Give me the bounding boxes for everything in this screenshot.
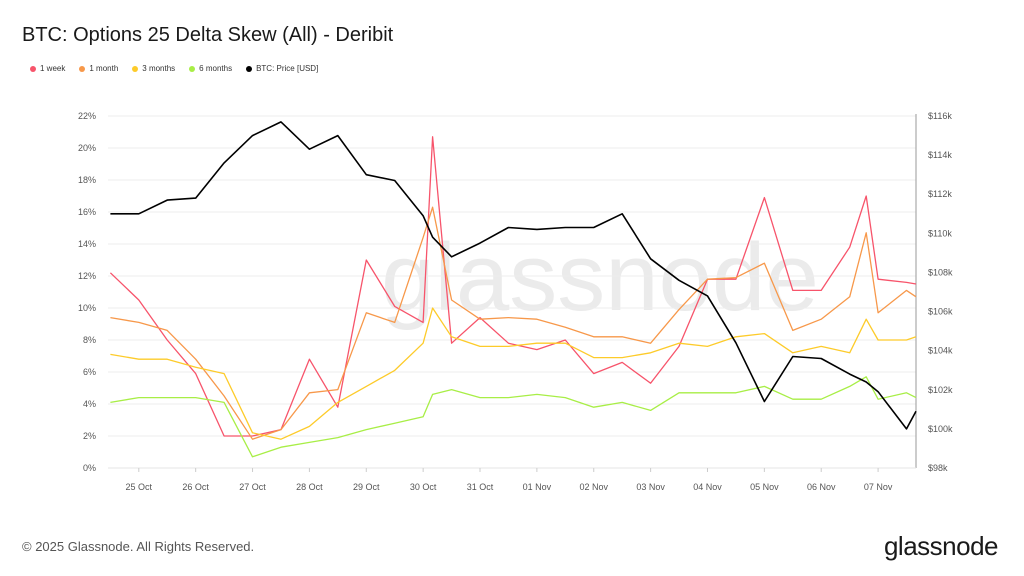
x-tick-label: 29 Oct bbox=[353, 482, 380, 492]
x-tick-label: 01 Nov bbox=[523, 482, 552, 492]
glassnode-logo: glassnode bbox=[883, 531, 999, 561]
legend-item[interactable]: 1 month bbox=[79, 64, 118, 73]
y-left-tick-label: 20% bbox=[78, 143, 96, 153]
x-tick-label: 03 Nov bbox=[636, 482, 665, 492]
y-left-tick-label: 22% bbox=[78, 111, 96, 121]
x-tick-label: 28 Oct bbox=[296, 482, 323, 492]
legend-label: 6 months bbox=[199, 64, 233, 73]
legend-item[interactable]: 3 months bbox=[132, 64, 175, 73]
y-right-tick-label: $116k bbox=[928, 111, 952, 121]
y-left-tick-label: 18% bbox=[78, 175, 96, 185]
x-tick-label: 02 Nov bbox=[579, 482, 608, 492]
copyright-footer: © 2025 Glassnode. All Rights Reserved. bbox=[22, 539, 255, 554]
y-left-tick-label: 12% bbox=[78, 271, 96, 281]
legend-label: 1 week bbox=[40, 64, 66, 73]
legend-item[interactable]: 1 week bbox=[30, 64, 65, 73]
y-left-tick-label: 10% bbox=[78, 303, 96, 313]
x-tick-label: 30 Oct bbox=[410, 482, 437, 492]
legend-dot-icon bbox=[189, 65, 196, 72]
series-line-1-week bbox=[109, 136, 917, 437]
y-right-tick-label: $104k bbox=[928, 346, 953, 356]
legend-label: BTC: Price [USD] bbox=[256, 64, 319, 73]
legend-item[interactable]: BTC: Price [USD] bbox=[246, 64, 318, 73]
x-tick-label: 05 Nov bbox=[750, 482, 779, 492]
x-tick-label: 31 Oct bbox=[467, 482, 494, 492]
x-tick-label: 25 Oct bbox=[126, 482, 153, 492]
series-line-1-month bbox=[110, 206, 917, 440]
legend-label: 1 month bbox=[89, 64, 119, 73]
y-left-tick-label: 6% bbox=[83, 367, 96, 377]
y-left-tick-label: 2% bbox=[83, 431, 96, 441]
y-right-tick-label: $102k bbox=[928, 385, 953, 395]
y-right-tick-label: $112k bbox=[928, 189, 952, 199]
legend-dot-icon bbox=[246, 65, 253, 72]
x-tick-label: 27 Oct bbox=[239, 482, 266, 492]
x-tick-label: 07 Nov bbox=[864, 482, 893, 492]
y-left-tick-label: 14% bbox=[78, 239, 96, 249]
x-tick-label: 06 Nov bbox=[807, 482, 836, 492]
y-right-tick-label: $106k bbox=[928, 307, 953, 317]
y-left-tick-label: 16% bbox=[78, 207, 96, 217]
legend-dot-icon bbox=[132, 65, 139, 72]
x-tick-label: 04 Nov bbox=[693, 482, 722, 492]
series-line-6-months bbox=[110, 376, 917, 458]
legend-item[interactable]: 6 months bbox=[189, 64, 232, 73]
legend-dot-icon bbox=[79, 65, 86, 72]
y-right-tick-label: $114k bbox=[928, 150, 952, 160]
legend: 1 week 1 month 3 months 6 months BTC: Price … bbox=[30, 64, 318, 73]
chart-title: BTC: Options 25 Delta Skew (All) - Derib… bbox=[22, 24, 394, 46]
x-tick-label: 26 Oct bbox=[182, 482, 209, 492]
watermark: glassnode bbox=[381, 224, 819, 331]
y-right-tick-label: $110k bbox=[928, 228, 952, 238]
y-left-tick-label: 4% bbox=[83, 399, 96, 409]
y-right-tick-label: $100k bbox=[928, 424, 953, 434]
y-right-tick-label: $108k bbox=[928, 267, 953, 277]
y-right-tick-label: $98k bbox=[928, 463, 948, 473]
legend-dot-icon bbox=[30, 65, 36, 72]
y-left-tick-label: 8% bbox=[83, 335, 96, 345]
y-left-tick-label: 0% bbox=[83, 463, 96, 473]
legend-label: 3 months bbox=[142, 64, 176, 73]
series-line-3-months bbox=[110, 307, 917, 440]
series-line-btc-price-usd- bbox=[110, 121, 917, 430]
